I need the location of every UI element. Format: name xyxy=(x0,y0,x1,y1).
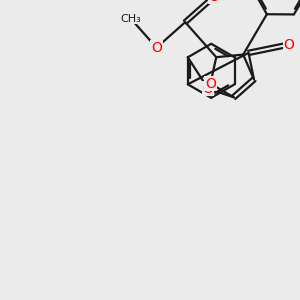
Text: O: O xyxy=(284,38,294,52)
Text: O: O xyxy=(208,0,219,4)
Text: methyl: methyl xyxy=(129,18,134,20)
Text: O: O xyxy=(203,82,214,96)
Text: CH₃: CH₃ xyxy=(121,14,141,24)
Text: O: O xyxy=(205,76,216,91)
Text: O: O xyxy=(151,40,162,55)
